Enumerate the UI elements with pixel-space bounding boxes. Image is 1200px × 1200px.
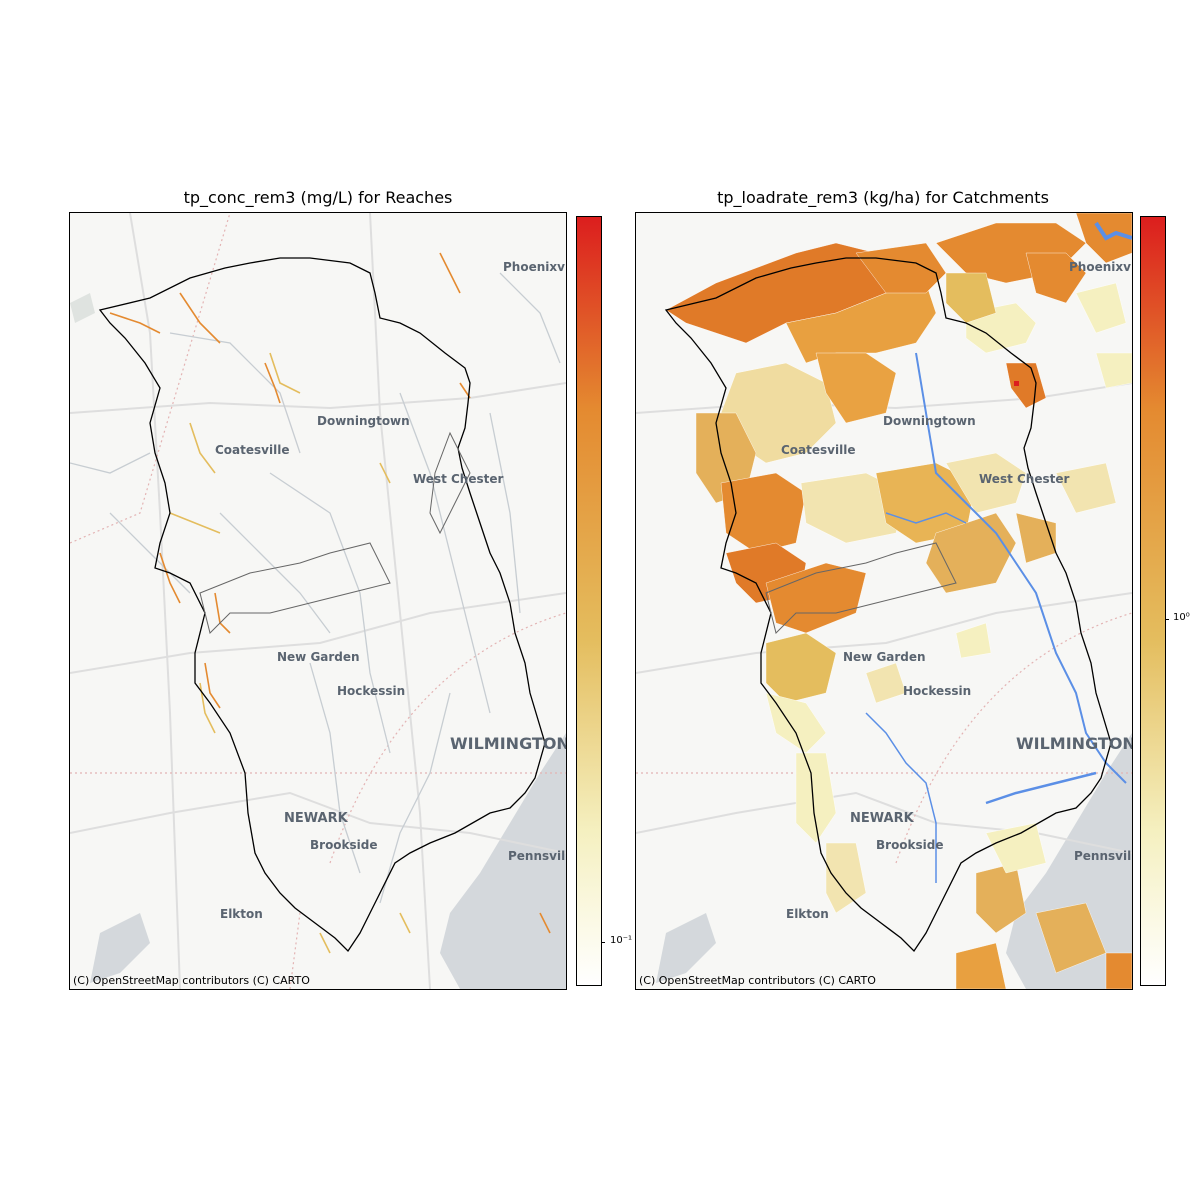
delaware-river-water	[440, 733, 566, 989]
left-map-attribution: (C) OpenStreetMap contributors (C) CARTO	[73, 974, 310, 987]
place-coatesville-r: Coatesville	[781, 443, 856, 457]
place-new-garden-r: New Garden	[843, 650, 926, 664]
subbasin-boundary-r	[765, 542, 957, 634]
place-pennsville-r: Pennsvill	[1074, 849, 1133, 863]
place-downingtown-r: Downingtown	[883, 414, 976, 428]
place-new-garden: New Garden	[277, 650, 360, 664]
right-colorbar	[1140, 216, 1166, 986]
reach-network-grey	[70, 272, 561, 904]
catchment-polygons	[665, 213, 1132, 989]
place-wilmington-r: WILMINGTON	[1016, 734, 1133, 753]
state-border-dotted	[70, 213, 566, 989]
rivers	[865, 221, 1132, 883]
watershed-boundary-r	[664, 257, 1112, 953]
place-phoenixville: Phoenixvi	[503, 260, 567, 274]
place-newark-r: NEWARK	[850, 811, 914, 826]
left-colorbar-tick-label: 10⁻¹	[610, 935, 633, 946]
place-west-chester: West Chester	[413, 472, 504, 486]
place-newark: NEWARK	[284, 811, 348, 826]
water-patch-sw	[90, 913, 150, 983]
right-colorbar-tick-mark	[1165, 619, 1169, 620]
place-hockessin-r: Hockessin	[903, 684, 972, 698]
place-wilmington: WILMINGTON	[450, 734, 567, 753]
place-phoenixville-r: Phoenixvi	[1069, 260, 1133, 274]
place-elkton-r: Elkton	[786, 907, 829, 921]
right-map-attribution: (C) OpenStreetMap contributors (C) CARTO	[639, 974, 876, 987]
subbasin-boundary	[199, 542, 391, 634]
water-patch-nw	[70, 293, 95, 323]
water-patch-sw-r	[656, 913, 716, 983]
place-pennsville: Pennsvill	[508, 849, 567, 863]
left-map-title: tp_conc_rem3 (mg/L) for Reaches	[183, 188, 453, 207]
place-west-chester-r: West Chester	[979, 472, 1070, 486]
place-coatesville: Coatesville	[215, 443, 290, 457]
right-map-title: tp_loadrate_rem3 (kg/ha) for Catchments	[717, 188, 1049, 207]
place-downingtown: Downingtown	[317, 414, 410, 428]
left-map-canvas	[70, 213, 566, 989]
left-colorbar	[576, 216, 602, 986]
right-colorbar-tick-label: 10⁰	[1173, 612, 1190, 623]
colored-reaches	[109, 252, 551, 954]
left-colorbar-tick-mark	[601, 942, 605, 943]
watershed-boundary	[98, 257, 546, 953]
place-elkton: Elkton	[220, 907, 263, 921]
right-map-canvas	[636, 213, 1132, 989]
subbasin-boundary-east	[429, 431, 471, 535]
basemap-roads	[70, 213, 566, 989]
hotspot-catchment	[1014, 381, 1019, 386]
right-map-catchments[interactable]: Phoenixvi Downingtown Coatesville West C…	[635, 212, 1133, 990]
place-hockessin: Hockessin	[337, 684, 406, 698]
delaware-river-water-r	[1006, 733, 1132, 989]
place-brookside-r: Brookside	[876, 838, 944, 852]
place-brookside: Brookside	[310, 838, 378, 852]
left-map-reaches[interactable]: Phoenixvi Downingtown Coatesville West C…	[69, 212, 567, 990]
